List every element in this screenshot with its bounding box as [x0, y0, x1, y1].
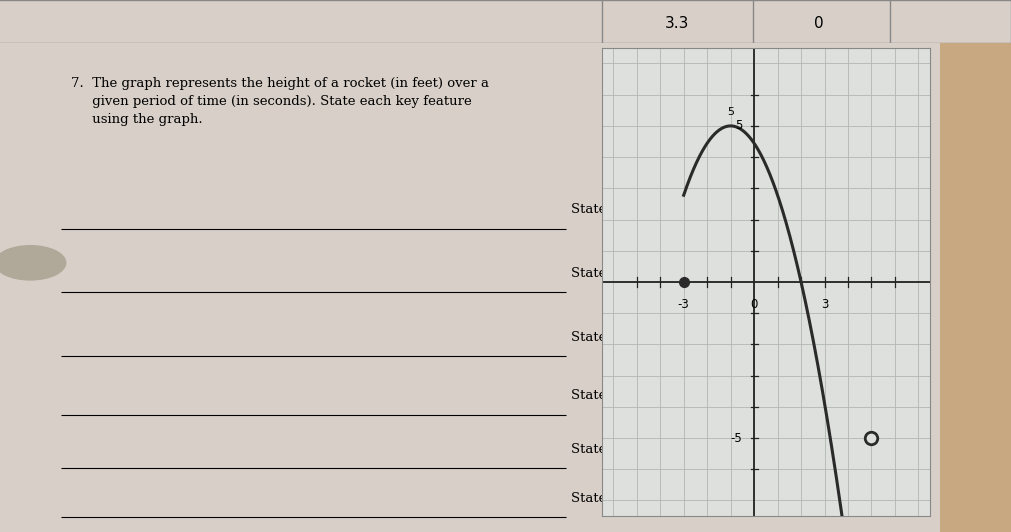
Text: 5: 5: [727, 106, 734, 117]
Circle shape: [0, 246, 66, 280]
Text: State the minimum of the function.: State the minimum of the function.: [571, 389, 806, 402]
Text: 3: 3: [821, 297, 828, 311]
Text: State the range of the function.: State the range of the function.: [571, 267, 782, 280]
Text: 0: 0: [750, 297, 758, 311]
FancyBboxPatch shape: [940, 43, 1011, 532]
Text: -5: -5: [731, 431, 742, 445]
Text: State the domain of the function.: State the domain of the function.: [571, 203, 793, 217]
Text: 0: 0: [814, 16, 824, 31]
Text: 3.3: 3.3: [665, 16, 690, 31]
Text: -3: -3: [677, 297, 690, 311]
Text: State the zero (x-intercept) of the function.: State the zero (x-intercept) of the func…: [571, 443, 859, 456]
Text: 5: 5: [735, 119, 742, 132]
Text: 7.  The graph represents the height of a rocket (in feet) over a
     given peri: 7. The graph represents the height of a …: [71, 77, 488, 126]
Text: State the maximum of the function.: State the maximum of the function.: [571, 330, 809, 344]
Text: State the y-intercept of the function.: State the y-intercept of the function.: [571, 492, 816, 505]
